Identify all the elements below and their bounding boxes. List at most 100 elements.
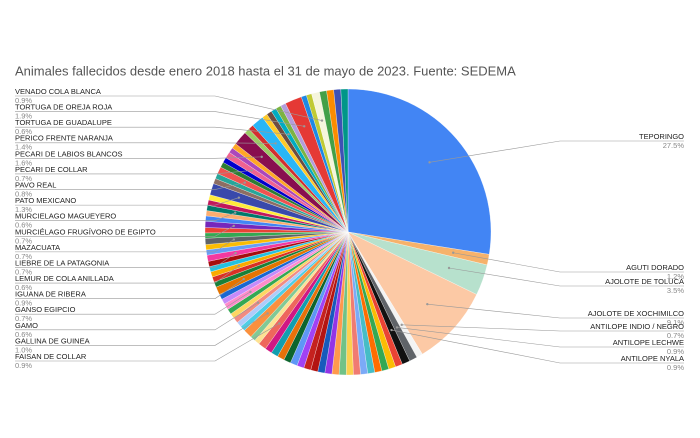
- slice-value: 0.8%: [15, 190, 32, 199]
- leader-dot: [237, 264, 240, 268]
- leader-dot: [428, 161, 431, 164]
- slice-label: FAISAN DE COLLAR: [15, 352, 87, 361]
- slice-value: 1.9%: [15, 112, 32, 121]
- slice-value: 0.6%: [15, 221, 32, 230]
- slice-label: GAMO: [15, 321, 38, 330]
- leader-dot: [232, 224, 235, 228]
- pie-slice: [347, 231, 477, 355]
- leader-dot: [249, 290, 252, 293]
- slice-value: 0.7%: [15, 267, 32, 276]
- leader-line: [15, 142, 276, 144]
- slice-label: MURCIÉLAGO FRUGÍVORO DE EGIPTO: [15, 227, 156, 236]
- leader-line: [15, 313, 268, 346]
- leader-dot: [274, 142, 277, 145]
- leader-line: [15, 291, 251, 315]
- slice-value: 0.6%: [15, 330, 32, 339]
- leader-line: [15, 212, 236, 222]
- leader-dot: [303, 125, 306, 128]
- leader-dot: [234, 251, 237, 255]
- slice-value: 0.6%: [15, 283, 32, 292]
- leader-line: [15, 126, 289, 135]
- leader-line: [15, 265, 239, 284]
- slice-value: 9.1%: [667, 318, 684, 327]
- slice-value: 0.7%: [667, 331, 684, 340]
- leader-dot: [395, 326, 399, 329]
- leader-dot: [426, 302, 429, 306]
- slice-label: MAZACUATA: [15, 243, 60, 252]
- leader-line: [15, 197, 239, 206]
- leader-dot: [278, 322, 281, 325]
- leader-line: [453, 252, 684, 273]
- slice-label: ANTILOPE INDIO / NEGRO: [590, 322, 684, 331]
- leader-dot: [452, 251, 455, 254]
- leader-line: [391, 329, 684, 364]
- slice-label: PERICO FRENTE NARANJA: [15, 134, 113, 143]
- slice-label: PECARI DE LABIOS BLANCOS: [15, 149, 123, 158]
- slice-value: 0.9%: [15, 96, 32, 105]
- leader-dot: [237, 196, 241, 199]
- pie-slice: [340, 88, 349, 233]
- slice-label: AGUTI DORADO: [626, 263, 684, 272]
- leader-line: [448, 267, 684, 287]
- slice-value: 1.4%: [15, 143, 32, 152]
- leader-dot: [232, 238, 236, 241]
- leader-dot: [320, 119, 324, 122]
- leader-line: [15, 239, 235, 253]
- slice-value: 1.6%: [15, 158, 32, 167]
- leader-line: [15, 182, 245, 190]
- slice-label: PATO MEXICANO: [15, 196, 76, 205]
- leader-dot: [242, 277, 245, 281]
- slice-value: 0.9%: [667, 363, 684, 372]
- slice-value: 0.7%: [15, 174, 32, 183]
- leader-line: [429, 140, 684, 163]
- slice-value: 27.5%: [663, 141, 685, 150]
- leader-line: [396, 327, 684, 348]
- leader-dot: [287, 133, 290, 136]
- leader-line: [15, 323, 280, 362]
- leader-line: [15, 302, 259, 331]
- slice-label: PAVO REAL: [15, 181, 56, 190]
- slice-value: 3.5%: [667, 286, 684, 295]
- leader-dot: [266, 312, 269, 315]
- leader-dot: [260, 155, 263, 159]
- slice-value: 0.7%: [15, 252, 32, 261]
- slice-label: LEMUR DE COLA ANILLADA: [15, 274, 114, 283]
- leader-line: [15, 95, 323, 121]
- slice-label: VENADO COLA BLANCA: [15, 87, 101, 96]
- leader-dot: [250, 169, 253, 172]
- slice-value: 0.9%: [15, 299, 32, 308]
- leader-dot: [256, 301, 260, 304]
- slice-label: TORTUGA DE OREJA ROJA: [15, 103, 112, 112]
- slice-label: AJOLOTE DE XOCHIMILCO: [588, 309, 684, 318]
- slice-label: IGUANA DE RIBERA: [15, 290, 86, 299]
- leader-line: [15, 111, 305, 127]
- slice-label: GANSO EGIPCIO: [15, 305, 76, 314]
- slice-label: GALLINA DE GUINEA: [15, 336, 90, 345]
- slice-label: ANTILOPE LECHWE: [613, 338, 684, 347]
- leader-line: [15, 225, 234, 237]
- leader-line: [15, 252, 236, 268]
- slice-value: 0.9%: [15, 361, 32, 370]
- leader-line: [15, 156, 262, 159]
- leader-dot: [234, 211, 237, 214]
- slice-value: 1.2%: [667, 272, 684, 281]
- slice-label: TORTUGA DE GUADALUPE: [15, 118, 112, 127]
- slice-label: LIEBRE DE LA PATAGONIA: [15, 258, 109, 267]
- slice-value: 1.0%: [15, 345, 32, 354]
- leader-line: [401, 324, 684, 332]
- slice-label: PECARI DE COLLAR: [15, 165, 88, 174]
- slice-value: 1.3%: [15, 205, 32, 214]
- slice-value: 0.7%: [15, 236, 32, 245]
- leader-dot: [447, 266, 451, 270]
- leader-line: [427, 303, 684, 319]
- slice-label: ANTILOPE NYALA: [621, 354, 684, 363]
- slice-label: MURCIELAGO MAGUEYERO: [15, 212, 116, 221]
- leader-dot: [390, 328, 393, 332]
- leader-line: [15, 278, 244, 299]
- pie-slice: [347, 88, 492, 255]
- slice-value: 0.9%: [667, 347, 684, 356]
- chart-title: Animales fallecidos desde enero 2018 has…: [15, 63, 516, 78]
- leader-dot: [400, 323, 403, 327]
- leader-line: [15, 170, 252, 175]
